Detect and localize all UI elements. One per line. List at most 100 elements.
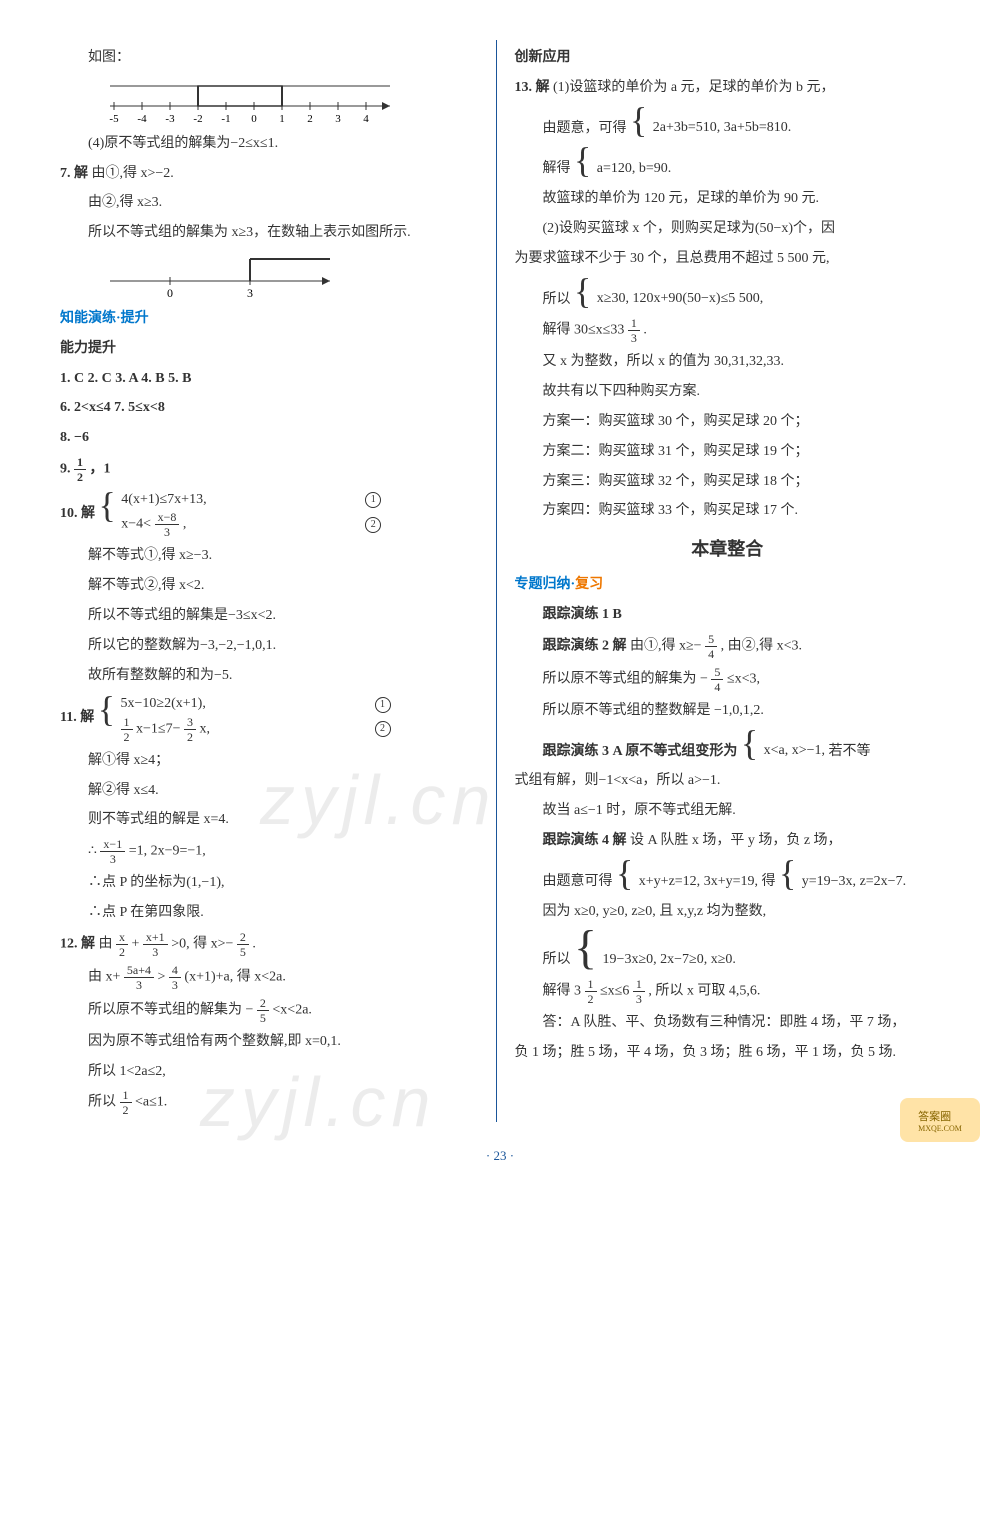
equation: 120x+90(50−x)≤5 500, <box>632 291 763 306</box>
problem-7: 7. 解 由①,得 x>−2. <box>60 162 486 186</box>
fraction: 25 <box>237 931 249 958</box>
label: 11. 解 <box>60 710 94 725</box>
answers: 1. C 2. C 3. A 4. B 5. B <box>60 367 486 391</box>
fraction: 5a+43 <box>124 964 154 991</box>
svg-text:-3: -3 <box>165 113 175 125</box>
equation: 19−3x≥0, <box>603 952 657 967</box>
badge-text: 答案圈 <box>918 1108 962 1124</box>
text: 所以不等式组的解集是−3≤x<2. <box>88 604 486 628</box>
left-column: 如图： -5-4-3-2-101234 (4)原不等式组的解集为−2≤x≤1. … <box>50 40 497 1122</box>
equation: x≥0. <box>711 952 736 967</box>
text: 解得 { a=120, b=90. <box>543 146 941 181</box>
svg-text:1: 1 <box>279 113 285 125</box>
text: (x+1)+a, 得 x<2a. <box>184 969 285 984</box>
text: 所以不等式组的解集为 x≥3，在数轴上表示如图所示. <box>88 221 486 245</box>
equation: 3a+5b=810. <box>724 120 792 135</box>
text: , 由②,得 x<3. <box>721 638 802 653</box>
chapter-title: 本章整合 <box>515 535 941 561</box>
text: =1, 2x−9=−1, <box>129 844 206 859</box>
marker-icon: 2 <box>365 517 381 533</box>
svg-text:0: 0 <box>251 113 257 125</box>
subsection: 能力提升 <box>60 337 486 361</box>
fraction: 12 <box>121 716 133 743</box>
text: > <box>158 969 169 984</box>
equation: b=90. <box>639 161 671 176</box>
problem-13: 13. 解 (1)设篮球的单价为 a 元，足球的单价为 b 元， <box>515 76 941 100</box>
text: (1)设篮球的单价为 a 元，足球的单价为 b 元， <box>553 80 835 95</box>
subsection: 创新应用 <box>515 46 941 70</box>
fraction: x−83 <box>155 511 180 538</box>
svg-text:4: 4 <box>363 113 369 125</box>
text: 因为原不等式组恰有两个整数解,即 x=0,1. <box>88 1030 486 1054</box>
label: 跟踪演练 3 A 原不等式组变形为 <box>543 744 738 759</box>
label: 7. 解 <box>60 166 88 181</box>
text: 解得 <box>543 161 571 176</box>
text: 所以原不等式组的整数解是 −1,0,1,2. <box>543 699 941 723</box>
page-number: · 23 · <box>0 1148 1000 1164</box>
fraction: 12 <box>120 1089 132 1116</box>
text: ∴ <box>88 844 100 859</box>
text: , <box>183 517 187 532</box>
text: 故共有以下四种购买方案. <box>543 380 941 404</box>
text: 所以 { 19−3x≥0, 2x−7≥0, x≥0. <box>543 929 941 972</box>
text: ∴点 P 的坐标为(1,−1), <box>88 871 486 895</box>
text: 所以 12 <a≤1. <box>88 1089 486 1116</box>
fraction: 32 <box>184 716 196 743</box>
equation: x−4< <box>121 517 154 532</box>
text: 知能演练· <box>60 311 121 326</box>
text: 解②得 x≤4. <box>88 779 486 803</box>
text: ≤x<3, <box>727 671 760 686</box>
svg-text:-2: -2 <box>193 113 202 125</box>
text: ∴点 P 在第四象限. <box>88 901 486 925</box>
text: 所以 <box>543 292 571 307</box>
text: 答：A 队胜、平、负场数有三种情况：即胜 4 场，平 7 场， <box>543 1011 941 1035</box>
text: 方案三：购买篮球 32 个，购买足球 18 个； <box>543 470 941 494</box>
badge: 答案圈 MXQE.COM <box>900 1098 980 1142</box>
fraction: 13 <box>633 978 645 1005</box>
text: 由 x+ 5a+43 > 43 (x+1)+a, 得 x<2a. <box>88 964 486 991</box>
text: 解得 30≤x≤33 <box>543 323 628 338</box>
fraction: 43 <box>169 964 181 991</box>
equation: x>−1, <box>792 743 825 758</box>
text: >0, 得 x>− <box>171 936 237 951</box>
equation: 5x−10≥2(x+1), <box>121 693 206 715</box>
equation: 4(x+1)≤7x+13, <box>121 489 206 511</box>
text: 所以原不等式组的解集为 − 25 <x<2a. <box>88 997 486 1024</box>
text: 由 <box>99 936 117 951</box>
text: 解得 30≤x≤33 13 . <box>543 317 941 344</box>
text: ，1 <box>90 462 111 477</box>
svg-text:-5: -5 <box>109 113 119 125</box>
equation: x≥30, <box>597 291 629 306</box>
text: 6. 2<x≤4 7. 5≤x<8 <box>60 396 486 420</box>
text: 所以 { x≥30, 120x+90(50−x)≤5 500, <box>543 277 941 312</box>
equation: z=2x−7. <box>860 874 907 889</box>
text: 由①,得 x≥− <box>630 638 705 653</box>
text: <a≤1. <box>135 1095 167 1110</box>
number-line-1: -5-4-3-2-101234 <box>100 76 400 126</box>
text: 由题意，可得 <box>543 121 627 136</box>
text: 方案一：购买篮球 30 个，购买足球 20 个； <box>543 410 941 434</box>
text: 又 x 为整数，所以 x 的值为 30,31,32,33. <box>543 350 941 374</box>
fraction: 54 <box>711 666 723 693</box>
text: 跟踪演练 1 B <box>543 603 941 627</box>
text: . <box>643 323 647 338</box>
problem-11: 11. 解 { 5x−10≥2(x+1), 1 12 x−1≤7− 32 x, … <box>60 693 486 742</box>
text: 解得 3 <box>543 984 585 999</box>
problem-10: 10. 解 { 4(x+1)≤7x+13, 1 x−4< x−83 , 2 <box>60 489 486 538</box>
svg-text:3: 3 <box>335 113 341 125</box>
text: 跟踪演练 2 解 由①,得 x≥− 54 , 由②,得 x<3. <box>543 633 941 660</box>
equation: 3x+y=19, <box>704 874 758 889</box>
text: 由题意可得 { x+y+z=12, 3x+y=19, 得 { y=19−3x, … <box>543 859 941 894</box>
fraction: 54 <box>705 633 717 660</box>
label: 跟踪演练 2 解 <box>543 638 627 653</box>
text: (2)设购买篮球 x 个，则购买足球为(50−x)个，因 <box>543 217 941 241</box>
text: 若不等 <box>829 744 871 759</box>
text: 方案四：购买篮球 33 个，购买足球 17 个. <box>543 499 941 523</box>
text: 如图： <box>88 46 486 70</box>
text: 专题归纳· <box>515 577 576 592</box>
marker-icon: 1 <box>375 697 391 713</box>
equation: x+y+z=12, <box>639 874 700 889</box>
text: 得 <box>761 874 775 889</box>
label: 10. 解 <box>60 506 95 521</box>
text: + <box>132 936 143 951</box>
